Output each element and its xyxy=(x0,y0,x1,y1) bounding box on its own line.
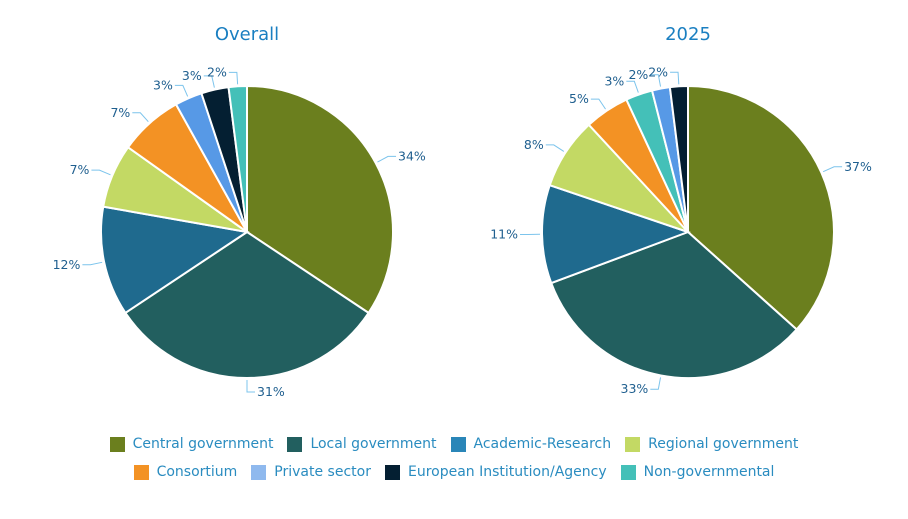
label-leader-line xyxy=(650,74,662,87)
pie-title: 2025 xyxy=(665,24,711,45)
pie-data-label: 34% xyxy=(398,148,426,163)
legend-row-1: Central government Local government Academ… xyxy=(0,436,908,452)
pie-slice-european-institution-agency[interactable] xyxy=(668,84,689,233)
legend-item[interactable]: Local government xyxy=(287,436,437,452)
pie-data-label: 5% xyxy=(569,91,589,106)
label-leader-line xyxy=(670,71,680,85)
legend-label: Regional government xyxy=(648,436,799,452)
legend-swatch xyxy=(384,464,400,480)
pie-data-label: 31% xyxy=(257,384,285,399)
pie-data-label: 33% xyxy=(621,381,649,396)
legend-swatch xyxy=(251,464,267,480)
label-leader-line xyxy=(545,144,565,152)
legend-label: Private sector xyxy=(274,464,371,480)
pie-data-label: 3% xyxy=(182,68,202,83)
legend-item[interactable]: European Institution/Agency xyxy=(384,464,607,480)
legend-item[interactable]: Non-governmental xyxy=(620,464,775,480)
legend-item[interactable]: Private sector xyxy=(251,464,371,480)
label-leader-line xyxy=(377,155,397,163)
legend-label: Non-governmental xyxy=(643,464,775,480)
pie-data-label: 7% xyxy=(70,162,90,177)
legend-swatch xyxy=(109,436,125,452)
pie-slice-local-government[interactable] xyxy=(549,230,799,379)
pie-data-label: 12% xyxy=(53,257,81,272)
pie-slice-non-governmental[interactable] xyxy=(227,84,248,233)
label-leader-line xyxy=(246,380,255,393)
legend-label: Academic-Research xyxy=(473,436,612,452)
label-leader-line xyxy=(822,166,843,173)
legend-item[interactable]: Regional government xyxy=(625,436,798,452)
pie-data-label: 37% xyxy=(844,159,872,174)
pie-data-label: 2% xyxy=(628,67,648,82)
legend-swatch xyxy=(620,464,636,480)
legend-swatch xyxy=(133,464,149,480)
label-leader-line xyxy=(132,112,149,123)
label-leader-line xyxy=(650,377,662,390)
label-leader-line xyxy=(82,261,103,266)
pie-data-label: 3% xyxy=(153,77,173,92)
pie-slice-academic-research[interactable] xyxy=(100,205,250,315)
pie-0: Overall 34% 31% 12% 7% 7% 3% 3% 2% xyxy=(53,24,426,399)
pie-data-label: 7% xyxy=(110,105,130,120)
legend-item[interactable]: Academic-Research xyxy=(450,436,612,452)
pie-data-label: 2% xyxy=(648,64,668,79)
pie-data-label: 8% xyxy=(524,137,544,152)
pie-1: 2025 37% 33% 11% 8% 5% 3% 2% 2% xyxy=(490,24,872,396)
pie-data-label: 3% xyxy=(604,73,624,88)
pie-title: Overall xyxy=(215,24,279,45)
legend-label: Central government xyxy=(132,436,274,452)
legend-label: Consortium xyxy=(156,464,238,480)
label-leader-line xyxy=(228,71,239,85)
pie-data-label: 11% xyxy=(490,226,518,241)
pie-data-label: 2% xyxy=(207,64,227,79)
legend-swatch xyxy=(625,436,641,452)
label-leader-line xyxy=(590,98,606,110)
legend-swatch xyxy=(450,436,466,452)
legend-item[interactable]: Central government xyxy=(109,436,274,452)
pie-slice-central-government[interactable] xyxy=(687,84,835,331)
legend-item[interactable]: Consortium xyxy=(133,464,238,480)
pie-slice-local-government[interactable] xyxy=(124,230,370,379)
legend-label: European Institution/Agency xyxy=(407,464,607,480)
label-leader-line xyxy=(174,84,189,97)
legend-row-2: Consortium Private sector European Institu… xyxy=(0,464,908,480)
legend-label: Local government xyxy=(310,436,437,452)
pie-slice-academic-research[interactable] xyxy=(541,183,691,285)
label-leader-line xyxy=(91,169,111,176)
legend-swatch xyxy=(287,436,303,452)
label-leader-line xyxy=(203,75,215,88)
label-leader-line xyxy=(626,80,639,93)
